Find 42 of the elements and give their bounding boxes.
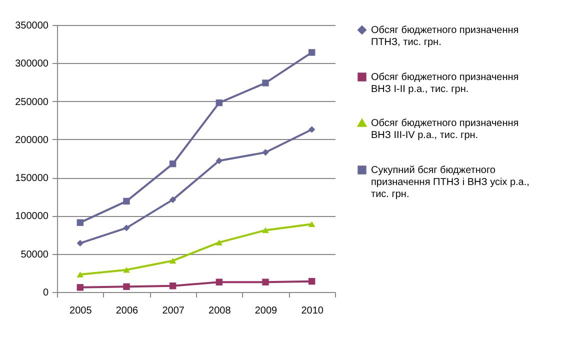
point [216, 240, 223, 246]
legend-label: Обсяг бюджетного призначення ВНЗ ІІІ-ІV р.а., тис. грн. [371, 118, 519, 141]
y-tick-label: 100000 [15, 211, 49, 222]
point [123, 198, 130, 205]
y-tick-label: 350000 [15, 20, 49, 32]
point [308, 221, 316, 228]
y-tick-label: 250000 [15, 96, 49, 108]
point [308, 278, 316, 285]
x-tick-label: 2010 [301, 306, 324, 316]
x-tick-label: 2006 [116, 306, 139, 316]
point [123, 224, 130, 232]
y-tick-label: 150000 [15, 173, 49, 184]
y-tick-label: 300000 [15, 58, 49, 70]
legend-label: Обсяг бюджетного призначення ВНЗ І-ІІ р.а., тис. грн. [371, 72, 519, 95]
x-tick-label: 2005 [70, 306, 92, 316]
y-tick-label: 50000 [20, 249, 49, 260]
point [262, 80, 269, 86]
point [216, 157, 223, 164]
point [123, 266, 130, 273]
point [216, 278, 223, 286]
point [76, 219, 84, 226]
point [76, 240, 84, 247]
point [262, 278, 269, 286]
point [308, 126, 316, 133]
y-tick-label: 0 [42, 288, 49, 298]
point [262, 227, 269, 234]
y-tick-label: 200000 [15, 134, 49, 146]
x-tick-label: 2007 [162, 306, 185, 316]
point [169, 258, 176, 264]
legend-label: Сукупний бсяг бюджетного призначення ПТНЗ і ВНЗ усіх р.а., тис. грн. [371, 165, 530, 200]
point [169, 196, 176, 204]
point [262, 149, 269, 156]
x-tick-label: 2009 [254, 306, 278, 316]
point [308, 49, 316, 56]
point [76, 272, 84, 278]
point [169, 282, 176, 290]
point [169, 160, 176, 168]
legend-label: Обсяг бюджетного призначення ПТНЗ, тис. грн. [371, 25, 519, 48]
point [123, 283, 130, 290]
x-tick-label: 2008 [208, 306, 232, 316]
point [76, 284, 84, 291]
point [216, 99, 223, 106]
